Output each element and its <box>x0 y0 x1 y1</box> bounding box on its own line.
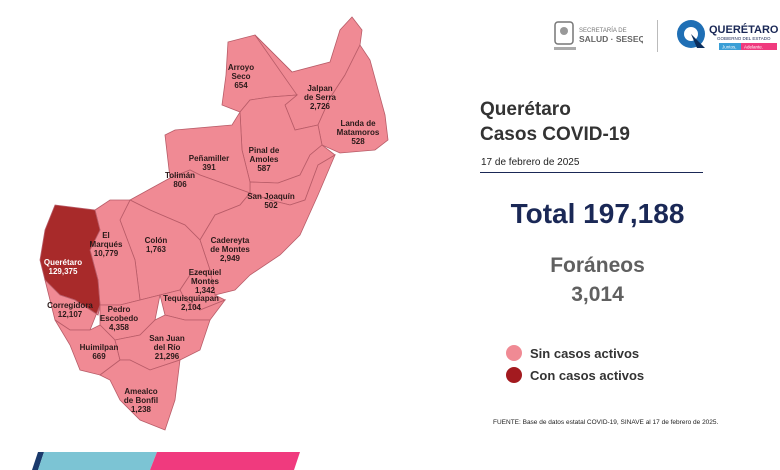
municipality-label-penamiller: Peñamiller 391 <box>189 154 229 172</box>
municipality-landa-de-matamoros <box>317 44 389 154</box>
municipality-label-san-joaquin: San Joaquín 502 <box>247 192 295 210</box>
municipality-label-el-marques: El Marqués 10,779 <box>90 231 123 258</box>
bar-blue <box>38 452 157 470</box>
municipality-san-juan-del-rio <box>114 314 211 371</box>
municipality-label-jalpan-de-serra: Jalpan de Serra 2,726 <box>304 84 337 111</box>
total-cases: Total 197,188 <box>510 198 685 229</box>
municipality-label-san-juan-del-rio: San Juan del Río 21,296 <box>149 334 185 361</box>
svg-text:QUERÉTARO: QUERÉTARO <box>709 23 779 36</box>
legend-item-active: Con casos activos <box>506 367 644 383</box>
legend-swatch-inactive <box>506 345 522 361</box>
municipality-label-huimilpan: Huimilpan 669 <box>80 343 119 361</box>
foraneos-label: Foráneos <box>550 254 645 277</box>
legend-label: Con casos activos <box>530 367 645 383</box>
svg-text:SECRETARÍA DE: SECRETARÍA DE <box>579 27 627 34</box>
report-date: 17 de febrero de 2025 <box>481 157 580 168</box>
legend-label: Sin casos activos <box>530 345 640 361</box>
municipality-label-pedro-escobedo: Pedro Escobedo 4,358 <box>100 305 138 332</box>
svg-text:SALUD · SESEQ: SALUD · SESEQ <box>579 34 643 44</box>
municipality-label-landa-de-matamoros: Landa de Matamoros 528 <box>337 119 380 146</box>
municipality-label-pinal-de-amoles: Pinal de Amoles 587 <box>249 146 280 173</box>
municipality-label-cadereyta-de-montes: Cadereyta de Montes 2,949 <box>210 236 250 263</box>
municipality-amealco-de-bonfil <box>99 359 181 431</box>
municipality-label-corregidora: Corregidora 12,107 <box>47 301 93 319</box>
municipality-label-tequisquiapan: Tequisquiapan 2,104 <box>163 294 219 312</box>
bottom-color-bar <box>32 452 300 470</box>
logo-divider <box>657 20 658 52</box>
title-cases: Casos COVID-19 <box>480 124 630 145</box>
foraneos-value: 3,014 <box>571 283 624 306</box>
municipality-corregidora <box>44 278 101 331</box>
svg-text:Adelante.: Adelante. <box>744 45 763 50</box>
bar-navy <box>32 452 44 470</box>
logo-salud-seseq: SECRETARÍA DE SALUD · SESEQ <box>553 18 646 59</box>
municipality-label-arroyo-seco: Arroyo Seco 654 <box>228 63 254 90</box>
municipality-cadereyta-de-montes <box>199 154 336 296</box>
legend-swatch-active <box>506 367 522 383</box>
svg-text:Juntos,: Juntos, <box>722 45 737 50</box>
title-state: Querétaro <box>480 99 571 120</box>
logo-queretaro: QUERÉTARO GOBIERNO DEL ESTADO Juntos, Ad… <box>675 18 780 59</box>
municipality-label-ezequiel-montes: Ezequiel Montes 1,342 <box>189 268 221 295</box>
source-note: FUENTE: Base de datos estatal COVID-19, … <box>493 419 719 426</box>
legend-item-inactive: Sin casos activos <box>506 345 639 361</box>
title-underline <box>480 172 703 173</box>
bar-pink <box>150 452 300 470</box>
municipality-label-amealco-de-bonfil: Amealco de Bonfil 1,238 <box>124 387 158 414</box>
municipality-label-colon: Colón 1,763 <box>145 236 168 254</box>
svg-text:GOBIERNO DEL ESTADO: GOBIERNO DEL ESTADO <box>717 36 771 41</box>
municipality-label-toliman: Tolimán 806 <box>165 171 195 189</box>
municipality-label-queretaro: Querétaro 129,375 <box>44 258 82 276</box>
